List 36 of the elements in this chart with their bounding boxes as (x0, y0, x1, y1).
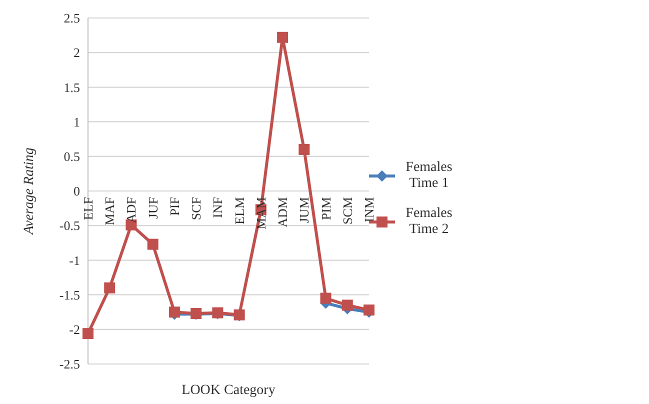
y-tick-label: 1.5 (64, 80, 80, 95)
point (342, 300, 353, 311)
x-tick-label: SCF (188, 197, 204, 220)
point (147, 238, 158, 250)
x-tick-label: INF (210, 197, 226, 218)
y-tick-label: 2 (74, 45, 80, 60)
x-tick-label: ADF (124, 197, 139, 224)
x-tick-label: JUM (296, 196, 312, 224)
point (277, 32, 288, 43)
x-tick-label: INM (362, 196, 376, 222)
x-tick-label: JUF (145, 197, 160, 219)
x-tick-label: MAM (253, 196, 268, 230)
x-tick-label: PIF (166, 197, 182, 216)
x-tick-label: SCM (340, 196, 355, 224)
x-axis-title: LOOK Category (182, 383, 276, 398)
y-tick-label: -1.5 (59, 287, 80, 302)
point (320, 292, 332, 304)
x-tick-label: ELM (232, 196, 247, 224)
y-axis-title: Average Rating (22, 148, 37, 236)
x-tick-label: MAF (102, 197, 118, 226)
y-tick-label: -2 (69, 322, 80, 338)
x-tick-label: ADM (275, 196, 290, 228)
y-tick-label: 0 (74, 184, 80, 199)
y-tick-label: -1 (69, 252, 80, 268)
legend-label: Females Time 1 (404, 160, 454, 192)
y-tick-label: 2.5 (64, 10, 80, 26)
y-tick-label: 0.5 (64, 149, 80, 164)
point (298, 144, 310, 155)
x-tick-label: ELF (80, 197, 96, 220)
x-tick-label: PIM (318, 196, 334, 220)
legend-label: Females Time 2 (404, 206, 454, 238)
point (82, 328, 94, 340)
y-tick-label: 1 (74, 114, 80, 130)
point (104, 282, 116, 294)
y-tick-label: -2.5 (59, 356, 80, 372)
y-tick-label: -0.5 (59, 218, 80, 234)
